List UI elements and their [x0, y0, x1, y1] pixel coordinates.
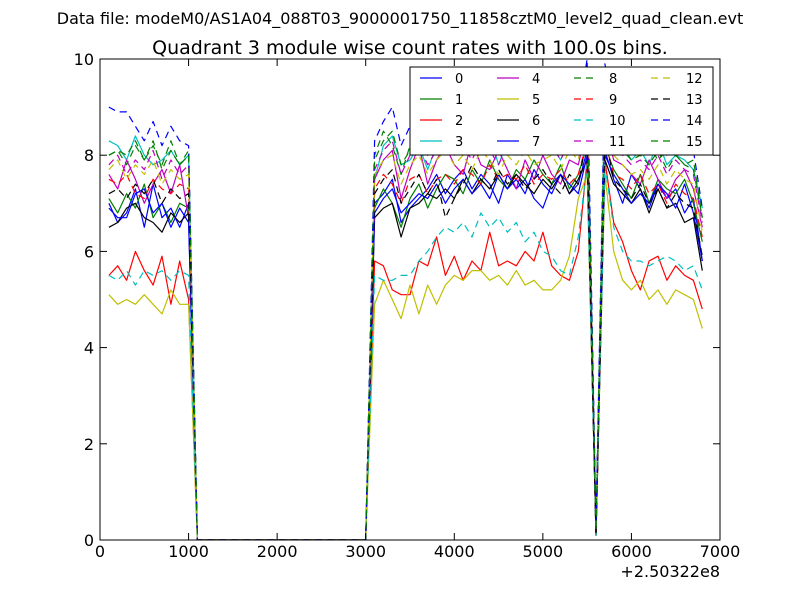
legend-label-3: 3 — [455, 135, 463, 150]
y-tick-label: 6 — [84, 242, 94, 261]
x-tick-label: 2000 — [257, 542, 298, 561]
y-tick-label: 0 — [84, 531, 94, 550]
series-line-13 — [108, 135, 703, 540]
legend-label-0: 0 — [455, 72, 463, 87]
x-tick-label: 0 — [95, 542, 105, 561]
legend-label-10: 10 — [609, 114, 626, 129]
legend-label-8: 8 — [609, 72, 617, 87]
legend-label-12: 12 — [686, 72, 703, 87]
plot-frame — [99, 58, 721, 541]
series-layer — [108, 59, 703, 540]
legend-label-9: 9 — [609, 93, 617, 108]
legend-label-13: 13 — [686, 93, 703, 108]
legend-label-7: 7 — [532, 135, 540, 150]
y-tick-label: 4 — [84, 339, 94, 358]
series-line-10 — [108, 164, 703, 540]
y-tick-label: 10 — [74, 50, 94, 69]
y-tick-label: 8 — [84, 146, 94, 165]
legend-label-14: 14 — [686, 114, 703, 129]
legend-label-11: 11 — [609, 135, 626, 150]
legend-label-4: 4 — [532, 72, 540, 87]
series-line-15 — [108, 92, 703, 540]
x-tick-label: 1000 — [168, 542, 209, 561]
legend-label-1: 1 — [455, 93, 463, 108]
chart-title: Quadrant 3 module wise count rates with … — [152, 37, 668, 59]
x-tick-label: 3000 — [345, 542, 386, 561]
x-tick-label: 6000 — [611, 542, 652, 561]
legend-label-2: 2 — [455, 114, 463, 129]
x-offset-label: +2.50322e8 — [620, 562, 720, 581]
legend-label-6: 6 — [532, 114, 540, 129]
legend-label-15: 15 — [686, 135, 703, 150]
legend-box — [409, 66, 714, 156]
legend-label-5: 5 — [532, 93, 540, 108]
x-tick-label: 4000 — [434, 542, 475, 561]
x-tick-label: 5000 — [522, 542, 563, 561]
y-tick-label: 2 — [84, 435, 94, 454]
chart-suptitle: Data file: modeM0/AS1A04_088T03_90000017… — [57, 9, 743, 29]
x-tick-label: 7000 — [700, 542, 741, 561]
